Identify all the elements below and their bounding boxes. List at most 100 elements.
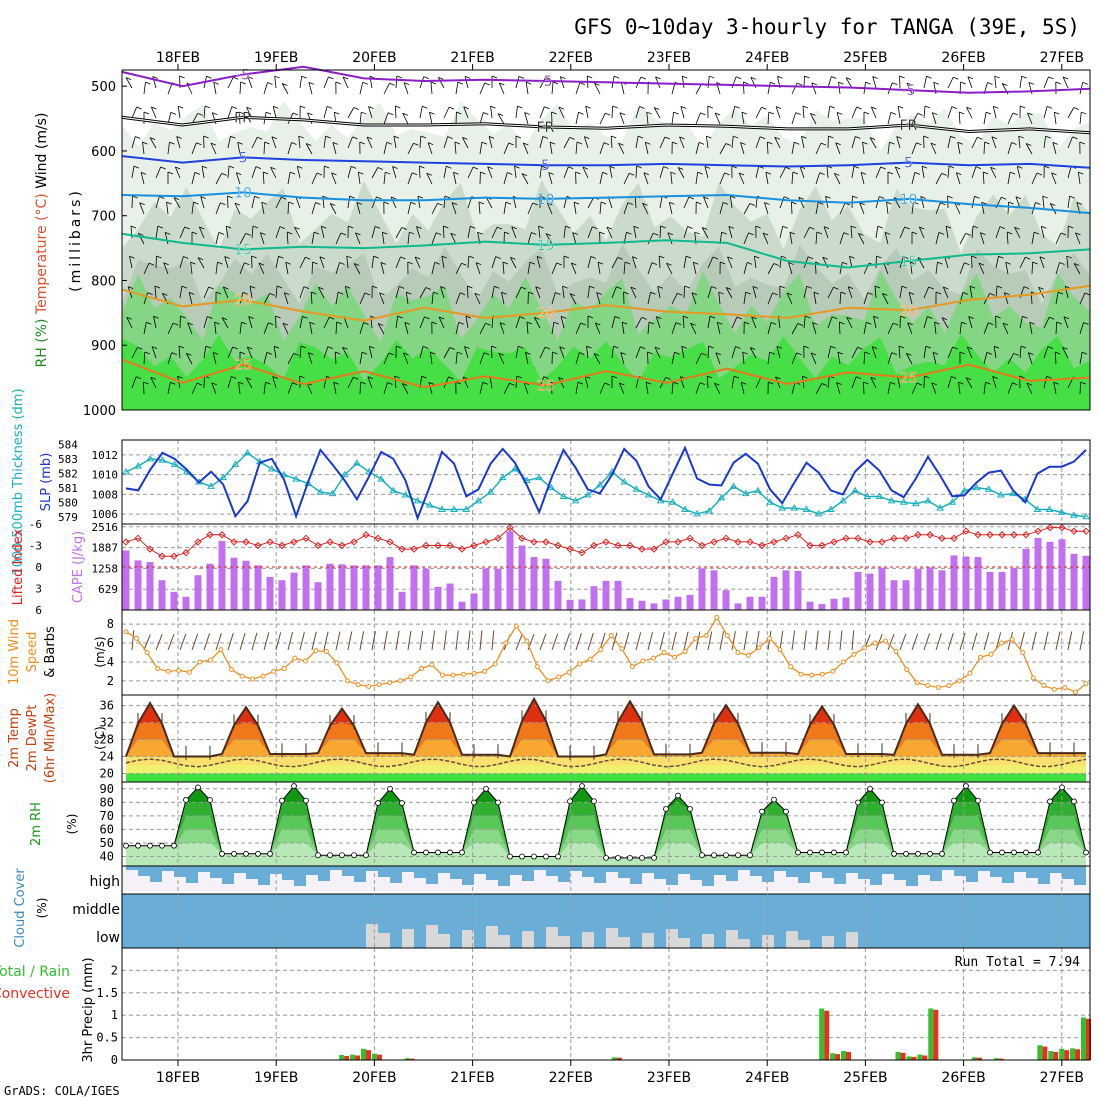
cape-bar xyxy=(842,597,850,610)
upper-wind-barb-flag xyxy=(684,285,690,289)
temp-contour-7 xyxy=(121,358,1091,389)
cape-bar xyxy=(794,570,802,610)
wind-speed-marker xyxy=(302,658,308,664)
upper-wind-barb-flag xyxy=(132,195,138,199)
upper-wind-barb xyxy=(359,292,366,305)
upper-wind-barb-flag xyxy=(395,105,401,109)
upper-wind-barb xyxy=(539,346,546,359)
upper-wind-barb-flag xyxy=(510,257,516,260)
thickness-tick-label: 583 xyxy=(58,453,78,466)
upper-wind-barb-flag xyxy=(136,106,142,110)
upper-wind-barb xyxy=(515,76,520,89)
surface-wind-barb xyxy=(923,633,931,651)
cape-bar xyxy=(722,590,730,610)
thickness-marker xyxy=(863,492,872,499)
wind-speed-marker xyxy=(345,678,351,684)
upper-wind-barb xyxy=(443,136,449,149)
upper-wind-barb-flag xyxy=(426,172,432,176)
cape-bar xyxy=(806,601,814,610)
upper-wind-barb xyxy=(741,112,745,125)
thickness-marker xyxy=(802,505,811,513)
upper-wind-barb-flag xyxy=(257,136,263,140)
upper-wind-barb-flag xyxy=(242,291,249,295)
upper-wind-barb xyxy=(646,112,649,125)
rh-marker xyxy=(135,842,141,849)
surface-wind-barb xyxy=(443,630,447,651)
upper-wind-barb xyxy=(958,112,961,125)
surface-wind-barb xyxy=(731,631,736,651)
upper-wind-barb xyxy=(635,346,641,359)
upper-wind-barb xyxy=(179,256,184,269)
upper-wind-barb xyxy=(742,81,745,95)
upper-wind-barb xyxy=(443,347,451,359)
upper-wind-barb-flag xyxy=(711,286,717,289)
upper-wind-barb xyxy=(621,322,625,335)
upper-wind-barb-flag xyxy=(355,232,361,236)
surface-wind-barb xyxy=(995,632,1002,651)
precip-convective-bar xyxy=(409,1058,415,1060)
upper-wind-barb xyxy=(971,196,975,209)
upper-wind-barb-flag xyxy=(487,166,493,170)
upper-wind-barb-flag xyxy=(544,106,550,110)
upper-wind-barb-flag xyxy=(637,135,644,139)
upper-wind-barb-flag xyxy=(271,136,278,140)
date-label-top: 19FEB xyxy=(254,50,298,66)
upper-wind-barb-flag xyxy=(630,286,637,290)
upper-wind-barb-flag xyxy=(993,105,999,109)
upper-wind-barb-flag xyxy=(167,171,174,175)
rh-marker xyxy=(615,854,621,861)
upper-wind-barb-flag xyxy=(828,135,834,139)
cape-bar xyxy=(218,540,226,610)
surface-wind-barb xyxy=(479,630,483,651)
upper-wind-barb-flag xyxy=(298,135,304,139)
upper-wind-barb-flag xyxy=(1001,196,1007,200)
rh-marker xyxy=(1083,849,1089,856)
surface-wind-barb xyxy=(467,630,471,651)
wind-speed-marker xyxy=(471,670,477,676)
upper-wind-barb-flag xyxy=(312,261,318,265)
upper-wind-barb-flag xyxy=(300,345,307,349)
rh-marker xyxy=(639,854,645,861)
wind-speed-marker xyxy=(376,682,382,688)
precip-total-bar xyxy=(819,1008,825,1060)
upper-wind-barb-flag xyxy=(769,351,775,355)
upper-wind-barb xyxy=(719,202,724,215)
upper-air-ylabel-part: Wind (m/s) xyxy=(34,113,50,194)
upper-wind-barb-flag xyxy=(251,255,257,259)
lifted-index-marker xyxy=(122,538,130,546)
upper-wind-barb-flag xyxy=(437,202,443,206)
upper-wind-barb-flag xyxy=(350,166,357,169)
upper-wind-barb-flag xyxy=(744,321,750,325)
upper-wind-barb-flag xyxy=(797,323,803,326)
upper-wind-barb xyxy=(812,322,817,335)
upper-wind-barb xyxy=(451,202,457,215)
upper-wind-barb-flag xyxy=(734,105,740,109)
surface-wind-barb xyxy=(827,630,831,651)
precip-total-bar xyxy=(350,1054,356,1060)
upper-wind-barb xyxy=(166,202,169,215)
cloud-level-label: high xyxy=(89,874,120,890)
wind-ylabel-group: 10m Wind xyxy=(7,619,22,685)
upper-wind-barb-flag xyxy=(403,352,409,356)
surface-wind-barb xyxy=(683,631,689,651)
upper-wind-barb xyxy=(1067,107,1075,119)
precip-convective-bar xyxy=(998,1058,1004,1060)
lifted-index-marker xyxy=(938,534,946,543)
upper-wind-barb-flag xyxy=(308,352,314,355)
upper-wind-barb-flag xyxy=(1007,231,1013,235)
upper-wind-barb-flag xyxy=(1079,141,1085,145)
upper-wind-barb xyxy=(945,226,949,239)
upper-wind-barb-flag xyxy=(1074,263,1080,266)
upper-wind-barb xyxy=(587,256,592,269)
upper-wind-barb xyxy=(767,82,771,95)
upper-wind-barb-flag xyxy=(440,286,446,289)
cloud-high-bar xyxy=(378,866,390,877)
upper-wind-barb-flag xyxy=(855,376,862,380)
upper-wind-barb-flag xyxy=(930,142,937,146)
upper-wind-barb xyxy=(767,112,770,125)
upper-wind-barb-flag xyxy=(429,111,435,115)
date-label-top: 25FEB xyxy=(843,50,887,66)
thickness-marker xyxy=(146,454,155,462)
lifted-index-marker xyxy=(770,538,778,546)
lifted-index-marker xyxy=(146,545,154,553)
